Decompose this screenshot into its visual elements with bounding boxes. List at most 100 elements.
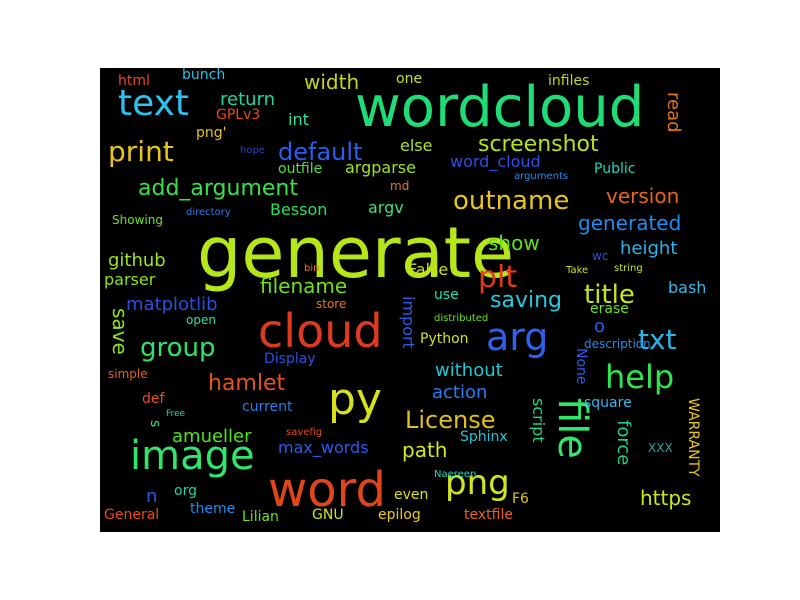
word-lilian: Lilian (242, 509, 279, 525)
word-outname: outname (453, 186, 570, 216)
word-wordcloud: wordcloud (355, 75, 645, 140)
word-return: return (220, 89, 276, 110)
word-outfile: outfile (278, 161, 323, 177)
word-gnu: GNU (312, 507, 344, 523)
word-besson: Besson (270, 200, 328, 219)
word-max-words: max_words (278, 438, 369, 457)
word-read: read (663, 92, 684, 133)
word-print: print (108, 135, 174, 168)
word-html: html (118, 73, 150, 89)
word-xxx: XXX (648, 441, 673, 455)
word-height: height (620, 238, 678, 259)
word-group: group (140, 333, 216, 363)
word-width: width (304, 70, 360, 94)
word-bash: bash (668, 278, 707, 297)
word-one: one (396, 71, 423, 87)
word-import: import (399, 296, 418, 349)
word-argparse: argparse (345, 158, 416, 177)
word-path: path (402, 438, 448, 462)
word-else: else (400, 136, 433, 155)
word-sphinx: Sphinx (460, 429, 508, 445)
word-text: text (118, 83, 190, 124)
word-hope: hope (240, 145, 265, 156)
word-screenshot: screenshot (478, 132, 599, 157)
word-word-cloud: word_cloud (450, 152, 541, 171)
word-show: show (488, 231, 540, 255)
word-int: int (288, 110, 309, 129)
word-save: save (108, 308, 132, 355)
word-general: General (104, 507, 160, 523)
word-without: without (435, 360, 503, 381)
word-f6: F6 (512, 491, 529, 507)
word-description: description (584, 337, 651, 351)
word-txt: txt (638, 323, 677, 356)
word-bunch: bunch (182, 68, 226, 83)
word-org: org (174, 483, 197, 499)
word-false: False (408, 260, 449, 279)
word-directory: directory (186, 207, 231, 218)
word-saving: saving (490, 288, 562, 313)
word-distributed: distributed (434, 313, 489, 324)
word-image: image (130, 433, 255, 479)
word-current: current (242, 399, 293, 415)
word-arg: arg (486, 315, 549, 359)
word-open: open (186, 313, 216, 327)
word-png-quote: png' (196, 125, 227, 141)
word-o: o (594, 316, 606, 337)
word-string: string (614, 263, 643, 274)
word-erase: erase (590, 301, 629, 317)
word-bin: bin (304, 263, 320, 274)
word-theme: theme (190, 501, 236, 517)
word-showing: Showing (112, 213, 163, 227)
word-generated: generated (578, 211, 682, 235)
word-hamlet: hamlet (208, 371, 286, 396)
word-public: Public (594, 161, 636, 177)
word-plt: plt (478, 260, 518, 295)
word-title: title (584, 280, 635, 310)
word-savefig: savefig (286, 427, 323, 438)
word-github: github (108, 250, 166, 271)
word-n: n (146, 486, 158, 507)
word-warranty: WARRANTY (685, 398, 701, 477)
word-def: def (142, 391, 165, 407)
word-cloud-term: cloud (258, 304, 383, 358)
word-version: version (606, 184, 680, 208)
word-add-argument: add_argument (138, 176, 298, 201)
word-amueller: amueller (172, 426, 252, 447)
word-simple: simple (108, 367, 148, 381)
word-default: default (278, 138, 363, 166)
word-display: Display (264, 351, 316, 367)
word-parser: parser (104, 270, 156, 289)
word-filename: filename (260, 274, 348, 298)
word-wc: wc (592, 249, 609, 263)
word-matplotlib: matplotlib (126, 294, 218, 315)
word-store: store (316, 297, 347, 311)
word-square: square (584, 395, 632, 411)
word-force: force (613, 420, 634, 466)
word-s: s (147, 420, 163, 428)
word-free: Free (166, 409, 186, 419)
word-generate: generate (197, 212, 515, 294)
word-action: action (432, 382, 488, 403)
word-gplv3: GPLv3 (216, 107, 261, 123)
word-py: py (328, 374, 382, 425)
word-arguments: arguments (514, 171, 569, 182)
word-cloud: generate wordcloud cloud word image py t… (100, 68, 720, 532)
word-infiles: infiles (548, 73, 590, 89)
word-naereen: Naereen (434, 469, 477, 480)
word-textfile: textfile (464, 507, 513, 523)
word-use: use (434, 287, 459, 303)
word-script: script (529, 398, 548, 443)
word-license: License (405, 406, 496, 434)
word-argv: argv (368, 198, 404, 217)
word-md: md (390, 179, 410, 193)
word-even: even (394, 487, 429, 503)
word-epilog: epilog (378, 507, 421, 523)
word-help: help (605, 358, 675, 396)
word-take: Take (566, 265, 589, 276)
word-png: png (445, 463, 510, 503)
word-none: None (573, 348, 589, 385)
word-python: Python (420, 331, 469, 347)
word-word: word (268, 462, 386, 518)
word-https: https (640, 486, 692, 510)
